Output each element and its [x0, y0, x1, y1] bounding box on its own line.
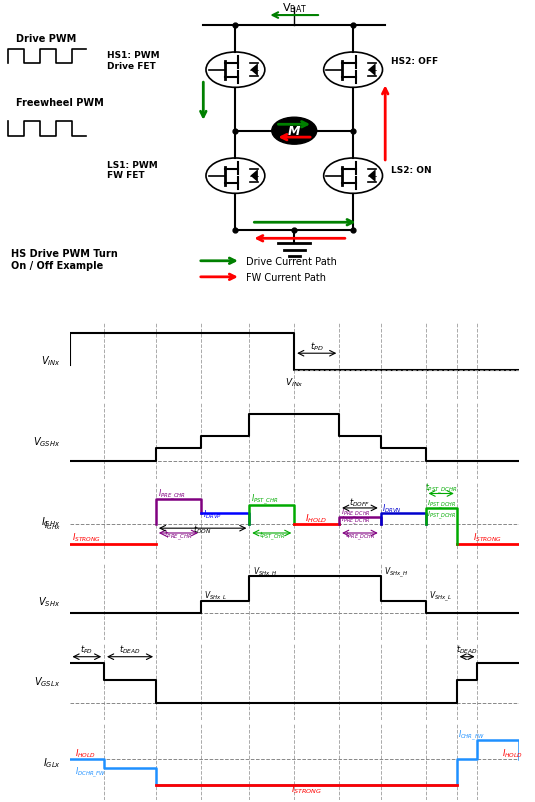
Text: $t_{PST\_CHR}$: $t_{PST\_CHR}$	[258, 529, 285, 542]
Polygon shape	[368, 64, 376, 77]
Polygon shape	[368, 170, 376, 183]
Text: $t_{DEAD}$: $t_{DEAD}$	[456, 642, 478, 655]
Text: $I_{DCHR\_FW}$: $I_{DCHR\_FW}$	[75, 764, 106, 779]
Text: $V_{INx}$: $V_{INx}$	[285, 376, 303, 389]
Text: $t_{PST\_DCHR}$: $t_{PST\_DCHR}$	[425, 480, 457, 495]
Text: $I_{CHR\_FW}$: $I_{CHR\_FW}$	[458, 727, 485, 742]
Text: $V_{GSLx}$: $V_{GSLx}$	[34, 674, 60, 689]
Text: $\mathregular{V_{BAT}}$: $\mathregular{V_{BAT}}$	[282, 1, 307, 15]
Text: $I_{HOLD}$: $I_{HOLD}$	[75, 747, 96, 759]
Text: $t_{DOFF}$: $t_{DOFF}$	[349, 496, 371, 508]
Text: Drive Current Path: Drive Current Path	[246, 257, 337, 266]
Text: $V_{INx}$: $V_{INx}$	[41, 354, 60, 368]
Text: $V_{SHx\_L}$: $V_{SHx\_L}$	[204, 589, 227, 603]
Text: $t_{PRE\_CHR}$: $t_{PRE\_CHR}$	[164, 528, 193, 542]
Text: HS Drive PWM Turn
On / Off Example: HS Drive PWM Turn On / Off Example	[11, 249, 118, 270]
Text: $I_{STRONG}$: $I_{STRONG}$	[473, 531, 502, 544]
Text: $V_{GSHx}$: $V_{GSHx}$	[33, 434, 60, 448]
Text: $I_{GLx}$: $I_{GLx}$	[43, 755, 60, 769]
Text: $t_{PRE\_DCHR}$: $t_{PRE\_DCHR}$	[345, 529, 375, 542]
Text: $I_{HOLD}$: $I_{HOLD}$	[305, 512, 328, 525]
Text: $I_{PRE\_DCHR}$: $I_{PRE\_DCHR}$	[341, 507, 371, 519]
Text: $V_{SHx\_L}$: $V_{SHx\_L}$	[429, 589, 452, 603]
Text: $t_{DEAD}$: $t_{DEAD}$	[119, 642, 141, 655]
Text: $I_{DRVP}$: $I_{DRVP}$	[203, 508, 221, 520]
Text: Freewheel PWM: Freewheel PWM	[16, 98, 104, 107]
Text: $I_{GHx}$: $I_{GHx}$	[41, 514, 60, 529]
Text: $I_{GHx}$: $I_{GHx}$	[44, 518, 60, 531]
Text: $I_{STRONG}$: $I_{STRONG}$	[291, 782, 322, 795]
Text: $V_{SHx\_H}$: $V_{SHx\_H}$	[253, 565, 277, 579]
Text: $I_{PST\_CHR}$: $I_{PST\_CHR}$	[251, 492, 279, 507]
Text: $t_{PD}$: $t_{PD}$	[310, 340, 324, 352]
Text: FW Current Path: FW Current Path	[246, 273, 326, 282]
Text: Drive PWM: Drive PWM	[16, 34, 77, 43]
Text: $I_{STRONG}$: $I_{STRONG}$	[72, 531, 102, 544]
Text: M: M	[288, 125, 301, 138]
Text: LS1: PWM
FW FET: LS1: PWM FW FET	[107, 160, 158, 180]
Text: $I_{PRE\_CHR}$: $I_{PRE\_CHR}$	[158, 487, 186, 501]
Text: $I_{PRE\_DCHR}$: $I_{PRE\_DCHR}$	[341, 514, 371, 526]
Text: $V_{SHx}$: $V_{SHx}$	[39, 594, 60, 609]
Text: LS2: ON: LS2: ON	[391, 165, 431, 175]
Polygon shape	[250, 170, 258, 183]
Text: $t_{DON}$: $t_{DON}$	[193, 523, 212, 536]
Text: $I_{DRVN}$: $I_{DRVN}$	[383, 502, 402, 515]
Text: HS1: PWM
Drive FET: HS1: PWM Drive FET	[107, 51, 159, 71]
Text: $V_{SHx\_H}$: $V_{SHx\_H}$	[384, 565, 408, 579]
Text: HS2: OFF: HS2: OFF	[391, 56, 438, 66]
Text: $t_{PD}$: $t_{PD}$	[80, 642, 94, 655]
Text: $I_{PST\_DCHR}$: $I_{PST\_DCHR}$	[427, 508, 457, 520]
Polygon shape	[250, 64, 258, 77]
Text: $I_{HOLD}$: $I_{HOLD}$	[502, 747, 523, 759]
Text: $I_{PST\_DCHR}$: $I_{PST\_DCHR}$	[427, 498, 457, 510]
Circle shape	[272, 118, 317, 145]
